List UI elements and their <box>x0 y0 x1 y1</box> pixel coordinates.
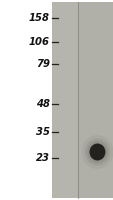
Text: 48: 48 <box>36 99 50 109</box>
Ellipse shape <box>81 135 112 169</box>
Bar <box>52 2 77 198</box>
Bar <box>77 2 113 198</box>
Text: 79: 79 <box>36 59 50 69</box>
Text: 35: 35 <box>36 127 50 137</box>
Ellipse shape <box>86 141 107 163</box>
Text: 158: 158 <box>29 13 50 23</box>
Text: 106: 106 <box>29 37 50 47</box>
Text: 23: 23 <box>36 153 50 163</box>
Ellipse shape <box>84 138 109 166</box>
Ellipse shape <box>89 144 105 160</box>
